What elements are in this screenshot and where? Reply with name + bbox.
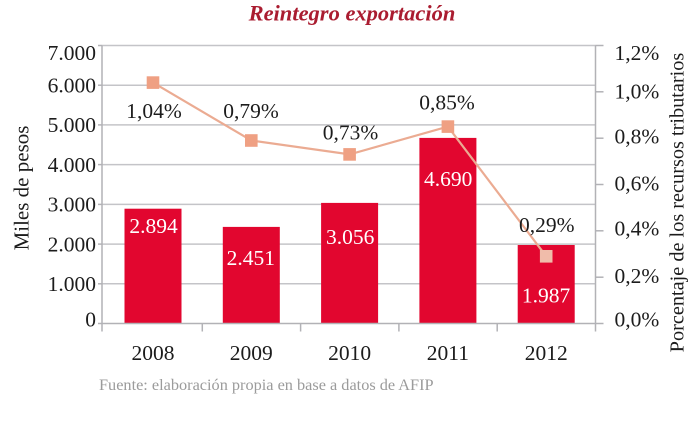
svg-text:2008: 2008 (132, 341, 175, 365)
svg-text:Miles de pesos: Miles de pesos (10, 126, 34, 251)
svg-text:2010: 2010 (328, 341, 371, 365)
svg-text:3.000: 3.000 (48, 193, 96, 217)
svg-text:0,2%: 0,2% (615, 264, 660, 288)
svg-text:6.000: 6.000 (48, 73, 96, 97)
svg-text:7.000: 7.000 (48, 41, 96, 65)
svg-text:0: 0 (85, 308, 96, 332)
svg-text:0,0%: 0,0% (615, 308, 660, 332)
svg-text:2.000: 2.000 (48, 232, 96, 256)
svg-text:1,04%: 1,04% (126, 99, 182, 123)
svg-text:2012: 2012 (525, 341, 568, 365)
svg-text:1.987: 1.987 (522, 284, 571, 308)
svg-text:4.690: 4.690 (424, 167, 472, 191)
svg-text:1.000: 1.000 (48, 272, 96, 296)
svg-text:2009: 2009 (230, 341, 273, 365)
svg-text:0,85%: 0,85% (419, 91, 475, 115)
svg-text:Reintegro exportación: Reintegro exportación (248, 1, 456, 26)
svg-text:2.451: 2.451 (227, 246, 275, 270)
svg-text:4.000: 4.000 (48, 153, 96, 177)
svg-text:0,29%: 0,29% (519, 213, 575, 237)
svg-text:5.000: 5.000 (48, 113, 96, 137)
svg-text:2.894: 2.894 (129, 214, 178, 238)
svg-text:1,2%: 1,2% (615, 41, 660, 65)
svg-text:3.056: 3.056 (326, 225, 375, 249)
svg-text:Porcentaje de los recursos tri: Porcentaje de los recursos tributarios (667, 53, 689, 353)
svg-text:Fuente: elaboración propia en: Fuente: elaboración propia en base a dat… (99, 375, 434, 394)
svg-text:0,4%: 0,4% (615, 216, 660, 240)
svg-text:2011: 2011 (427, 341, 469, 365)
svg-text:0,6%: 0,6% (615, 171, 660, 195)
svg-text:0,79%: 0,79% (223, 99, 279, 123)
svg-text:0,73%: 0,73% (323, 121, 379, 145)
svg-text:1,0%: 1,0% (615, 79, 660, 103)
svg-text:0,8%: 0,8% (615, 124, 660, 148)
